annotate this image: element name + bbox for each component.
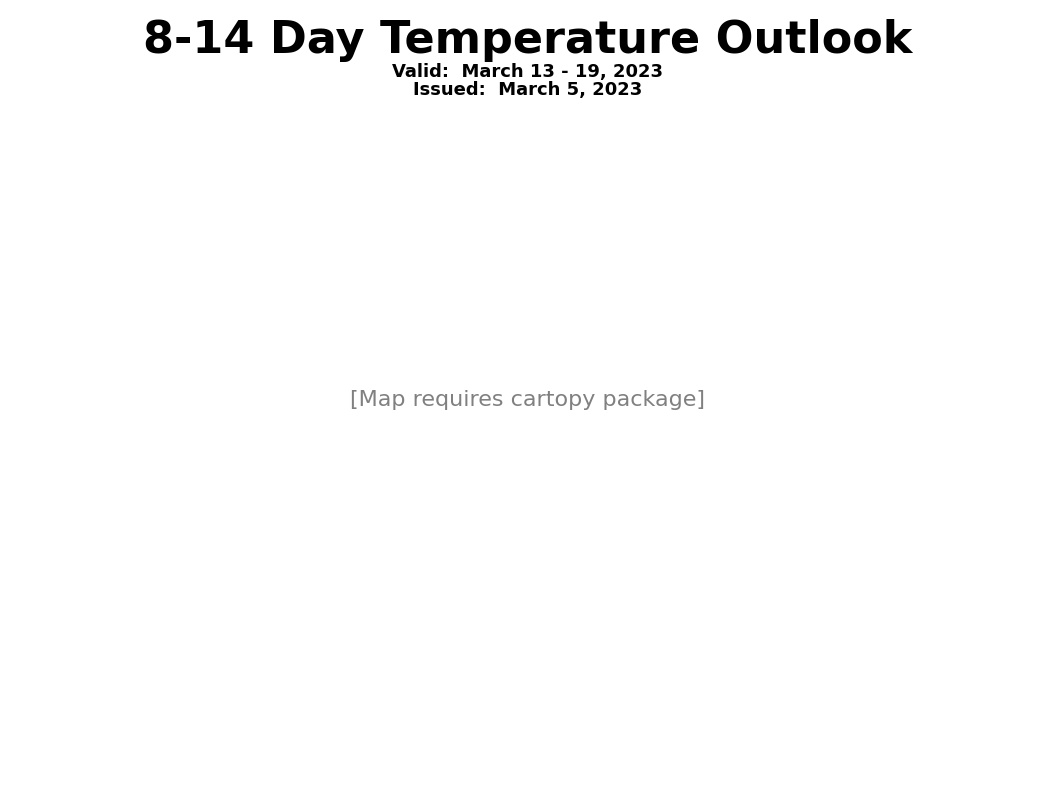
Text: Valid:  March 13 - 19, 2023: Valid: March 13 - 19, 2023 [392, 63, 664, 81]
Text: Issued:  March 5, 2023: Issued: March 5, 2023 [413, 81, 643, 99]
Text: 8-14 Day Temperature Outlook: 8-14 Day Temperature Outlook [144, 19, 912, 62]
Text: [Map requires cartopy package]: [Map requires cartopy package] [351, 389, 705, 410]
